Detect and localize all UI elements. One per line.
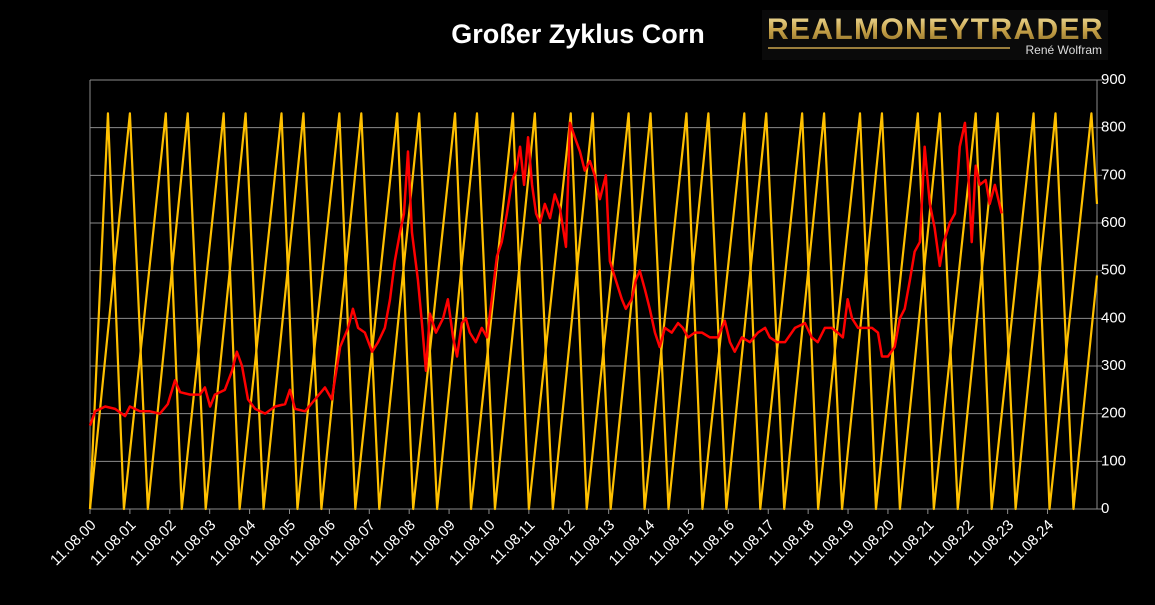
series-line (88, 112, 1099, 511)
y-tick-label: 800 (1101, 119, 1126, 136)
logo-subtitle: René Wolfram (1026, 43, 1102, 57)
y-tick-label: 0 (1101, 500, 1109, 517)
chart-title: Großer Zyklus Corn (451, 19, 705, 49)
y-tick-label: 400 (1101, 309, 1126, 326)
y-tick-label: 900 (1101, 71, 1126, 88)
logo-text: REALMONEYTRADER (767, 13, 1103, 46)
y-tick-label: 500 (1101, 262, 1126, 279)
y-tick-label: 100 (1101, 452, 1126, 469)
y-tick-label: 200 (1101, 405, 1126, 422)
logo-box (762, 10, 1108, 60)
y-tick-label: 700 (1101, 166, 1126, 183)
series-line (88, 121, 1003, 427)
series-line (88, 112, 1099, 511)
y-tick-label: 300 (1101, 357, 1126, 374)
y-tick-label: 600 (1101, 214, 1126, 231)
